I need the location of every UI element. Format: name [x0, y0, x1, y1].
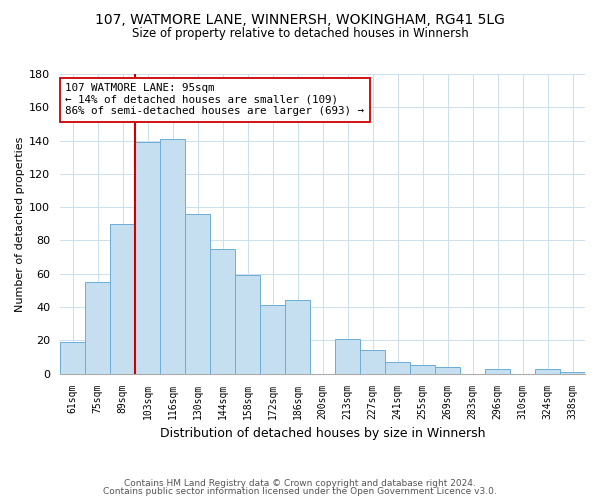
Bar — [160, 139, 185, 374]
Bar — [410, 366, 435, 374]
Bar — [485, 368, 510, 374]
Bar — [110, 224, 135, 374]
Bar — [60, 342, 85, 374]
Bar — [210, 249, 235, 374]
Bar — [435, 367, 460, 374]
Bar — [185, 214, 210, 374]
Text: Size of property relative to detached houses in Winnersh: Size of property relative to detached ho… — [131, 28, 469, 40]
Bar — [260, 306, 285, 374]
Bar — [285, 300, 310, 374]
Bar — [335, 338, 360, 374]
Y-axis label: Number of detached properties: Number of detached properties — [15, 136, 25, 312]
Text: 107 WATMORE LANE: 95sqm
← 14% of detached houses are smaller (109)
86% of semi-d: 107 WATMORE LANE: 95sqm ← 14% of detache… — [65, 83, 364, 116]
Bar — [235, 276, 260, 374]
Bar — [560, 372, 585, 374]
X-axis label: Distribution of detached houses by size in Winnersh: Distribution of detached houses by size … — [160, 427, 485, 440]
Text: 107, WATMORE LANE, WINNERSH, WOKINGHAM, RG41 5LG: 107, WATMORE LANE, WINNERSH, WOKINGHAM, … — [95, 12, 505, 26]
Text: Contains HM Land Registry data © Crown copyright and database right 2024.: Contains HM Land Registry data © Crown c… — [124, 478, 476, 488]
Bar — [360, 350, 385, 374]
Bar — [535, 368, 560, 374]
Bar — [135, 142, 160, 374]
Bar — [385, 362, 410, 374]
Bar — [85, 282, 110, 374]
Text: Contains public sector information licensed under the Open Government Licence v3: Contains public sector information licen… — [103, 487, 497, 496]
